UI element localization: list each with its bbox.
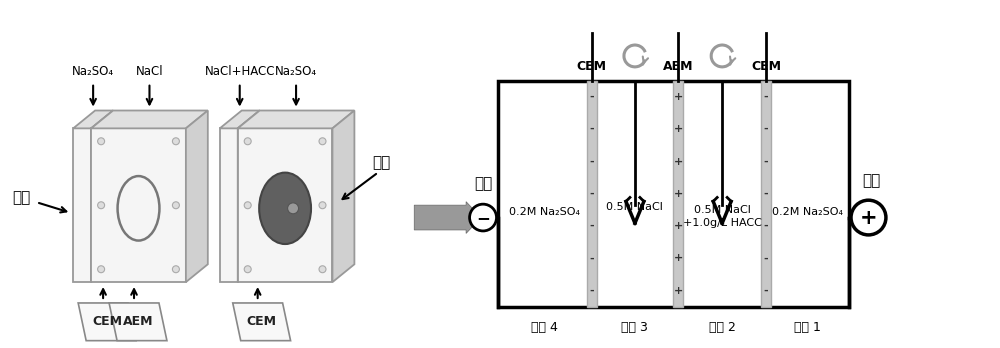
Text: AEM: AEM (663, 60, 694, 73)
Text: -: - (589, 92, 594, 102)
Text: CEM: CEM (751, 60, 781, 73)
Polygon shape (220, 128, 238, 282)
Text: Na₂SO₄: Na₂SO₄ (275, 65, 317, 78)
Text: −: − (476, 208, 490, 227)
Polygon shape (233, 303, 291, 341)
Text: -: - (589, 124, 594, 134)
Circle shape (244, 202, 251, 209)
Bar (587, 81, 597, 307)
Bar (673, 81, 683, 307)
Circle shape (172, 138, 179, 145)
Ellipse shape (259, 173, 311, 244)
Circle shape (244, 266, 251, 273)
Polygon shape (73, 128, 91, 282)
Text: CEM: CEM (92, 315, 122, 328)
Text: 隔室 3: 隔室 3 (621, 321, 648, 334)
Polygon shape (91, 128, 186, 282)
Text: CEM: CEM (247, 315, 277, 328)
Text: 0.5M NaCl
+1.0g/L HACC: 0.5M NaCl +1.0g/L HACC (683, 205, 762, 229)
Text: -: - (764, 253, 768, 263)
Polygon shape (220, 111, 260, 128)
Circle shape (470, 204, 497, 231)
Circle shape (319, 266, 326, 273)
Polygon shape (78, 303, 136, 341)
Text: 隔室 2: 隔室 2 (709, 321, 736, 334)
FancyArrow shape (414, 202, 481, 234)
Text: +: + (674, 221, 683, 231)
Text: NaCl: NaCl (136, 65, 163, 78)
Text: +: + (674, 286, 683, 296)
Text: +: + (860, 207, 877, 228)
Text: CEM: CEM (577, 60, 607, 73)
Circle shape (319, 202, 326, 209)
Text: -: - (589, 253, 594, 263)
Text: +: + (674, 189, 683, 199)
Circle shape (98, 202, 105, 209)
Text: -: - (589, 157, 594, 167)
Text: +: + (674, 92, 683, 102)
Text: -: - (764, 286, 768, 296)
Text: AEM: AEM (123, 315, 153, 328)
Text: +: + (674, 124, 683, 134)
Bar (761, 81, 771, 307)
Text: -: - (764, 189, 768, 199)
Polygon shape (238, 128, 332, 282)
Polygon shape (186, 111, 208, 282)
Text: NaCl+HACC: NaCl+HACC (204, 65, 275, 78)
Polygon shape (73, 111, 113, 128)
Circle shape (98, 138, 105, 145)
Text: -: - (764, 221, 768, 231)
Polygon shape (238, 111, 260, 282)
Text: 阴极: 阴极 (12, 190, 30, 205)
Text: 隔室 1: 隔室 1 (794, 321, 821, 334)
Text: -: - (589, 221, 594, 231)
Text: -: - (764, 124, 768, 134)
Polygon shape (332, 111, 354, 282)
Text: -: - (589, 189, 594, 199)
Polygon shape (238, 111, 354, 128)
Text: -: - (589, 286, 594, 296)
Bar (498, 81, 849, 307)
Circle shape (288, 203, 299, 214)
Text: 隔室 4: 隔室 4 (531, 321, 558, 334)
Circle shape (851, 200, 886, 235)
Text: 0.2M Na₂SO₄: 0.2M Na₂SO₄ (772, 207, 843, 217)
Circle shape (172, 202, 179, 209)
Text: -: - (764, 92, 768, 102)
Text: 阳极: 阳极 (372, 155, 390, 170)
Text: +: + (674, 253, 683, 263)
Circle shape (98, 266, 105, 273)
Text: -: - (764, 157, 768, 167)
Text: Na₂SO₄: Na₂SO₄ (72, 65, 114, 78)
Text: 阳极: 阳极 (862, 173, 881, 188)
Text: +: + (674, 157, 683, 167)
Circle shape (244, 138, 251, 145)
Circle shape (172, 266, 179, 273)
Text: 0.2M Na₂SO₄: 0.2M Na₂SO₄ (509, 207, 580, 217)
Polygon shape (91, 111, 113, 282)
Polygon shape (91, 111, 208, 128)
Circle shape (319, 138, 326, 145)
Text: 阴极: 阴极 (474, 176, 492, 191)
Text: 0.5M NaCl: 0.5M NaCl (606, 202, 663, 212)
Polygon shape (109, 303, 167, 341)
